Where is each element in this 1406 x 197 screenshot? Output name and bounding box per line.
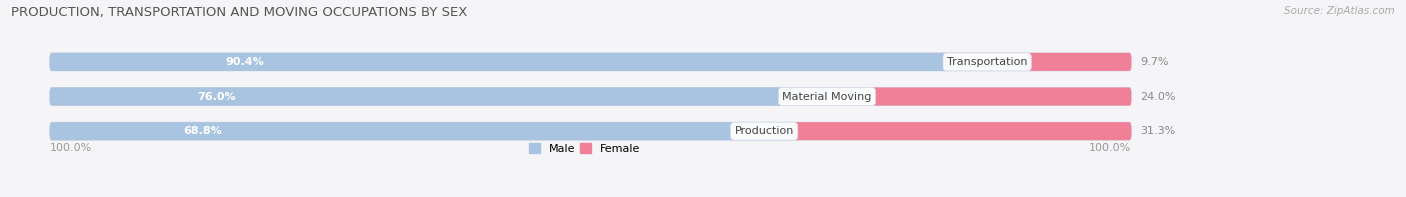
FancyBboxPatch shape <box>1026 53 1132 71</box>
FancyBboxPatch shape <box>49 53 1028 71</box>
FancyBboxPatch shape <box>872 87 1132 106</box>
FancyBboxPatch shape <box>49 122 794 140</box>
Text: PRODUCTION, TRANSPORTATION AND MOVING OCCUPATIONS BY SEX: PRODUCTION, TRANSPORTATION AND MOVING OC… <box>11 6 468 19</box>
Text: Material Moving: Material Moving <box>782 92 872 101</box>
Text: 24.0%: 24.0% <box>1140 92 1175 101</box>
Text: 31.3%: 31.3% <box>1140 126 1175 136</box>
FancyBboxPatch shape <box>49 87 1132 106</box>
Legend: Male, Female: Male, Female <box>529 143 641 154</box>
Text: 90.4%: 90.4% <box>226 57 264 67</box>
FancyBboxPatch shape <box>49 122 1132 140</box>
Text: 76.0%: 76.0% <box>198 92 236 101</box>
Text: Source: ZipAtlas.com: Source: ZipAtlas.com <box>1284 6 1395 16</box>
FancyBboxPatch shape <box>49 87 872 106</box>
FancyBboxPatch shape <box>793 122 1132 140</box>
Text: 68.8%: 68.8% <box>184 126 222 136</box>
Text: 100.0%: 100.0% <box>49 143 91 153</box>
Text: 100.0%: 100.0% <box>1090 143 1132 153</box>
Text: 9.7%: 9.7% <box>1140 57 1168 67</box>
Text: Production: Production <box>734 126 794 136</box>
Text: Transportation: Transportation <box>948 57 1028 67</box>
FancyBboxPatch shape <box>49 53 1132 71</box>
